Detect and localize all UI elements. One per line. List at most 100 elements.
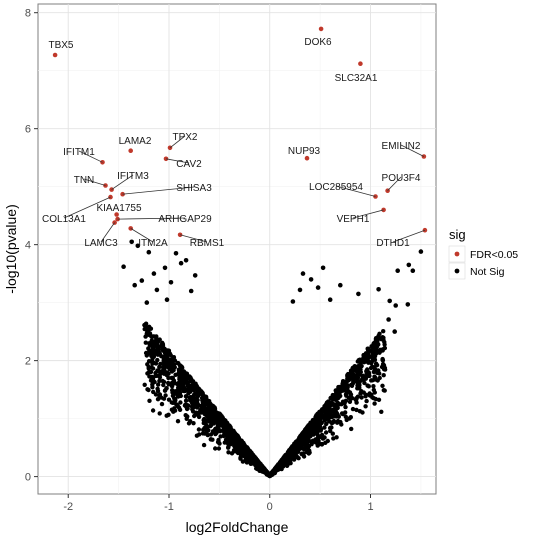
point-not-sig: [346, 377, 352, 383]
point-not-sig: [172, 396, 177, 401]
point-not-sig: [370, 358, 375, 363]
point-not-sig: [329, 425, 334, 430]
point-not-sig: [322, 404, 328, 409]
label-leader-line: [130, 228, 154, 243]
point-not-sig: [324, 421, 329, 427]
point-not-sig: [343, 392, 349, 397]
point-not-sig: [247, 451, 253, 456]
point-not-sig: [231, 428, 236, 433]
x-tick-label: 0: [267, 501, 273, 513]
gene-label: IFITM1: [63, 147, 95, 158]
point-not-sig: [356, 368, 361, 374]
gene-label: KIAA1755: [96, 203, 141, 214]
point-not-sig: [312, 420, 318, 425]
point-not-sig: [328, 428, 333, 434]
point-not-sig: [293, 445, 298, 451]
point-not-sig: [373, 339, 378, 345]
point-not-sig: [306, 447, 311, 452]
point-not-sig: [145, 329, 150, 335]
point-not-sig: [155, 397, 161, 402]
point-not-sig: [211, 421, 217, 426]
point-not-sig: [349, 426, 354, 432]
point-not-sig: [157, 375, 163, 380]
point-not-sig: [356, 363, 361, 369]
legend: sig FDR<0.05 Not Sig: [448, 227, 518, 280]
point-not-sig: [163, 393, 168, 398]
point-not-sig: [152, 339, 158, 344]
point-not-sig: [182, 403, 188, 408]
point-not-sig: [190, 404, 196, 410]
point-not-sig: [160, 378, 165, 384]
point-not-sig: [237, 450, 242, 455]
point-not-sig: [379, 409, 384, 414]
point-not-sig: [325, 412, 330, 418]
point-not-sig: [178, 260, 184, 266]
point-not-sig: [191, 387, 196, 392]
point-not-sig: [201, 427, 206, 432]
label-leader-line: [387, 176, 402, 191]
point-not-sig: [183, 398, 189, 403]
point-not-sig: [373, 361, 379, 366]
point-not-sig: [161, 358, 166, 363]
point-not-sig: [206, 402, 211, 407]
point-not-sig: [210, 437, 215, 442]
panel-background: [37, 3, 437, 495]
point-not-sig: [302, 431, 307, 436]
point-not-sig: [297, 287, 303, 293]
point-not-sig: [202, 398, 208, 403]
point-not-sig: [132, 282, 137, 288]
point-not-sig: [150, 382, 155, 387]
point-not-sig: [364, 371, 369, 376]
point-not-sig: [186, 391, 191, 396]
point-not-sig: [208, 423, 213, 429]
gene-label: CAV2: [176, 159, 202, 170]
point-not-sig: [193, 383, 198, 388]
point-significant: [128, 148, 133, 153]
point-not-sig: [196, 427, 202, 432]
point-not-sig: [240, 459, 246, 464]
gene-label: VEPH1: [337, 214, 370, 225]
point-not-sig: [183, 258, 189, 263]
point-not-sig: [166, 397, 172, 402]
gene-label: RBMS1: [190, 238, 225, 249]
point-not-sig: [190, 396, 196, 401]
label-leader-line: [100, 222, 115, 243]
point-not-sig: [366, 346, 371, 351]
point-not-sig: [406, 262, 412, 268]
point-not-sig: [129, 239, 134, 245]
point-not-sig: [356, 382, 361, 387]
point-not-sig: [333, 388, 338, 393]
point-not-sig: [213, 415, 218, 420]
point-not-sig: [164, 386, 169, 391]
point-not-sig: [362, 380, 367, 386]
point-not-sig: [184, 394, 189, 399]
point-not-sig: [373, 351, 379, 356]
point-not-sig: [361, 356, 366, 361]
point-not-sig: [381, 388, 386, 393]
point-not-sig: [143, 334, 148, 339]
point-significant: [109, 187, 114, 192]
point-not-sig: [302, 440, 307, 446]
point-not-sig: [165, 351, 170, 357]
point-not-sig: [278, 463, 283, 468]
point-not-sig: [226, 450, 231, 455]
point-not-sig: [316, 438, 321, 444]
label-leader-line: [352, 209, 384, 219]
point-not-sig: [206, 428, 211, 433]
point-not-sig: [161, 396, 167, 401]
point-not-sig: [177, 407, 183, 412]
point-not-sig: [348, 395, 353, 400]
point-not-sig: [170, 381, 176, 386]
point-not-sig: [351, 376, 357, 381]
point-not-sig: [348, 368, 354, 373]
gene-label: DOK6: [304, 37, 332, 48]
point-not-sig: [354, 407, 359, 413]
label-leader-line: [122, 186, 195, 195]
point-not-sig: [352, 364, 357, 370]
point-not-sig: [315, 285, 321, 290]
point-not-sig: [340, 385, 345, 391]
point-not-sig: [159, 354, 164, 359]
point-not-sig: [146, 346, 151, 351]
point-not-sig: [320, 265, 326, 271]
point-not-sig: [237, 437, 242, 442]
